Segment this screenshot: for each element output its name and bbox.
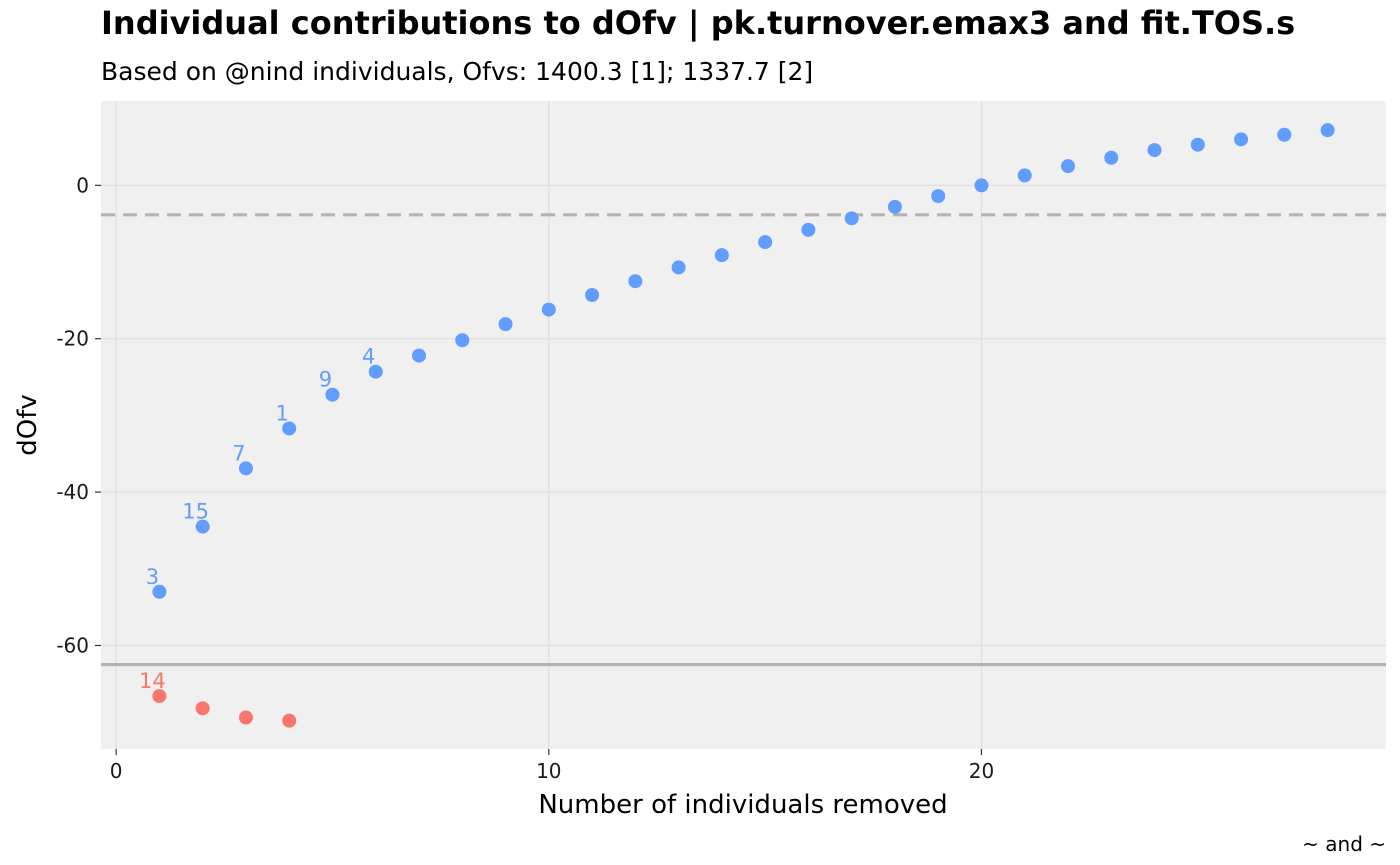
data-point — [931, 189, 946, 204]
point-label: 7 — [232, 441, 245, 465]
chart-subtitle: Based on @nind individuals, Ofvs: 1400.3… — [101, 57, 813, 86]
data-point — [844, 211, 859, 226]
data-point — [1320, 123, 1335, 138]
data-point — [238, 710, 253, 725]
data-point — [714, 248, 729, 263]
data-point — [541, 302, 556, 317]
data-point — [585, 288, 600, 303]
point-label: 4 — [362, 345, 375, 369]
data-point — [671, 260, 686, 275]
data-point — [628, 274, 643, 289]
y-tick-label: -40 — [56, 480, 89, 504]
data-point — [1017, 168, 1032, 183]
data-point — [238, 461, 253, 476]
gridlines — [101, 101, 1386, 749]
data-point — [801, 222, 816, 237]
data-point — [412, 348, 427, 363]
x-tick-label: 10 — [536, 759, 561, 783]
data-point — [1104, 150, 1119, 165]
data-point — [282, 421, 297, 436]
x-axis-title: Number of individuals removed — [538, 790, 947, 820]
data-point — [974, 178, 989, 193]
point-label: 1 — [276, 401, 289, 425]
chart-title: Individual contributions to dOfv | pk.tu… — [101, 4, 1295, 43]
data-point — [152, 584, 167, 599]
plot-panel — [101, 101, 1386, 749]
data-point — [498, 317, 513, 332]
y-axis-title: dOfv — [13, 394, 43, 456]
data-point — [1060, 159, 1075, 174]
data-point — [1234, 132, 1249, 147]
data-point — [195, 701, 210, 716]
y-tick-label: -60 — [56, 633, 89, 657]
data-point — [152, 689, 167, 704]
data-point — [195, 519, 210, 534]
data-point — [1147, 143, 1162, 158]
y-tick-label: -20 — [56, 327, 89, 351]
point-label: 3 — [146, 565, 159, 589]
data-point — [1190, 137, 1205, 152]
data-point — [325, 387, 340, 402]
y-tick-label: 0 — [76, 173, 89, 197]
reference-lines — [101, 213, 1386, 667]
point-labels: 3 15 7 1 9 4 14 — [139, 345, 375, 693]
data-point — [887, 199, 902, 214]
x-tick-label: 20 — [969, 759, 994, 783]
data-point — [282, 713, 297, 728]
x-tick-label: 0 — [110, 759, 123, 783]
data-point — [455, 333, 470, 348]
data-point — [758, 235, 773, 250]
y-axis-ticks: 0 -20 -40 -60 — [56, 173, 101, 657]
data-points — [152, 123, 1335, 728]
data-point — [1277, 127, 1292, 142]
data-point — [368, 364, 383, 379]
point-label: 9 — [319, 368, 332, 392]
point-label: 14 — [139, 669, 166, 693]
x-axis-ticks: 0 10 20 — [110, 749, 994, 783]
point-label: 15 — [182, 500, 209, 524]
chart-caption: ~ and ~ — [1302, 832, 1386, 856]
